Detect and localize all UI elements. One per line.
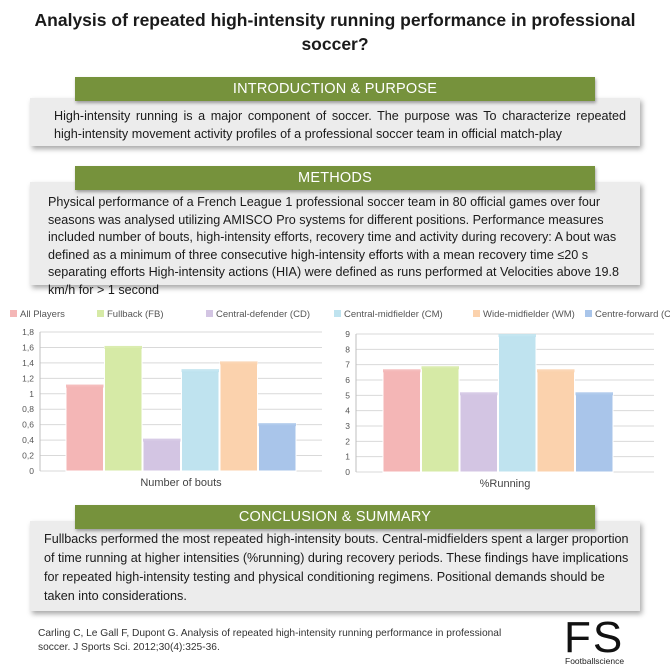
- bar: [421, 367, 460, 473]
- bar-top-bevel: [460, 392, 498, 396]
- bar-fullback-fb: [421, 366, 460, 473]
- bar-wide-midfielder-wm: [219, 361, 258, 472]
- y-tick-label: 1,4: [22, 358, 34, 368]
- bar: [104, 346, 143, 472]
- y-tick-label: 1,2: [22, 373, 34, 383]
- legend-item-central-midfielder: Central-midfielder (CM): [334, 309, 443, 320]
- bar: [181, 370, 220, 472]
- bar-top-bevel: [383, 369, 421, 373]
- logo-text: Footballscience: [565, 656, 625, 666]
- bar-top-bevel: [104, 345, 142, 349]
- footballscience-logo: FS Footballscience: [564, 613, 654, 666]
- methods-text: Physical performance of a French League …: [48, 195, 619, 297]
- bar: [459, 393, 498, 473]
- bar: [498, 335, 537, 473]
- methods-heading: METHODS: [75, 166, 595, 190]
- introduction-heading: INTRODUCTION & PURPOSE: [75, 77, 595, 101]
- bar: [536, 370, 575, 473]
- running-chart: 0 1 2 3 4 5 6 7 8 9 %Running: [345, 329, 654, 490]
- y-tick-label: 6: [345, 375, 350, 385]
- y-tick-label: 0: [29, 466, 34, 476]
- y-tick-label: 5: [345, 390, 350, 400]
- bar-top-bevel: [220, 361, 258, 365]
- legend-item-fullback: Fullback (FB): [97, 309, 163, 320]
- bar-top-bevel: [66, 384, 104, 388]
- bar-top-bevel: [421, 366, 459, 370]
- legend-swatch: [10, 310, 17, 317]
- methods-panel: Physical performance of a French League …: [30, 182, 640, 297]
- y-tick-label: 2: [345, 436, 350, 446]
- y-tick-label: 3: [345, 421, 350, 431]
- bar: [65, 385, 104, 472]
- y-tick-label: 8: [345, 344, 350, 354]
- y-tick-label: 1: [29, 389, 34, 399]
- y-tick-label: 1,8: [22, 327, 34, 337]
- chart-legend: All Players Fullback (FB) Central-defend…: [10, 306, 670, 324]
- bar: [142, 439, 181, 472]
- bar-top-bevel: [575, 392, 613, 396]
- reference-citation: Carling C, Le Gall F, Dupont G. Analysis…: [38, 628, 502, 653]
- bar-central-midfielder-cm: [181, 369, 220, 472]
- legend-swatch: [206, 310, 213, 317]
- bar-all-players: [382, 369, 421, 473]
- x-axis-label: Number of bouts: [140, 477, 222, 489]
- bar-all-players: [65, 384, 104, 472]
- y-tick-label: 9: [345, 329, 350, 339]
- introduction-text: High-intensity running is a major compon…: [54, 109, 626, 141]
- bar-central-midfielder-cm: [498, 334, 537, 473]
- y-tick-label: 4: [345, 406, 350, 416]
- bar: [219, 362, 258, 472]
- y-tick-label: 0,6: [22, 420, 34, 430]
- legend-swatch: [473, 310, 480, 317]
- legend-item-centre-forward: Centre-forward (CF): [585, 309, 670, 320]
- bar-top-bevel: [143, 438, 181, 442]
- bar-wide-midfielder-wm: [536, 369, 575, 473]
- legend-item-central-defender: Central-defender (CD): [206, 309, 310, 320]
- bar-fullback-fb: [104, 345, 143, 472]
- logo-mark: FS: [564, 613, 625, 662]
- bar-top-bevel: [181, 369, 219, 373]
- conclusion-panel: Fullbacks performed the most repeated hi…: [30, 521, 640, 611]
- legend-item-all-players: All Players: [10, 309, 65, 320]
- bar: [258, 424, 297, 472]
- legend-swatch: [585, 310, 592, 317]
- legend-swatch: [334, 310, 341, 317]
- y-tick-label: 7: [345, 360, 350, 370]
- conclusion-heading: CONCLUSION & SUMMARY: [75, 505, 595, 529]
- bar-central-defender-cd: [459, 392, 498, 473]
- bouts-chart: 0 0,2 0,4 0,6 0,8 1 1,2 1,4 1,6 1,8 Number of bout…: [22, 327, 322, 489]
- bar-centre-forward-cf: [575, 392, 614, 473]
- y-tick-label: 0,2: [22, 451, 34, 461]
- page-title: Analysis of repeated high-intensity runn…: [34, 10, 636, 54]
- bar: [382, 370, 421, 473]
- bar-central-defender-cd: [142, 438, 181, 472]
- y-tick-label: 0,4: [22, 435, 34, 445]
- bar: [575, 393, 614, 473]
- y-tick-label: 0,8: [22, 404, 34, 414]
- y-tick-label: 0: [345, 467, 350, 477]
- introduction-panel: High-intensity running is a major compon…: [30, 98, 640, 146]
- legend-swatch: [97, 310, 104, 317]
- y-tick-label: 1: [345, 452, 350, 462]
- conclusion-text: Fullbacks performed the most repeated hi…: [44, 532, 629, 603]
- bar-top-bevel: [258, 423, 296, 427]
- bar-top-bevel: [537, 369, 575, 373]
- x-axis-label: %Running: [480, 478, 531, 490]
- legend-item-wide-midfielder: Wide-midfielder (WM): [473, 309, 575, 320]
- y-tick-label: 1,6: [22, 342, 34, 352]
- bar-top-bevel: [498, 334, 536, 338]
- bar-centre-forward-cf: [258, 423, 297, 472]
